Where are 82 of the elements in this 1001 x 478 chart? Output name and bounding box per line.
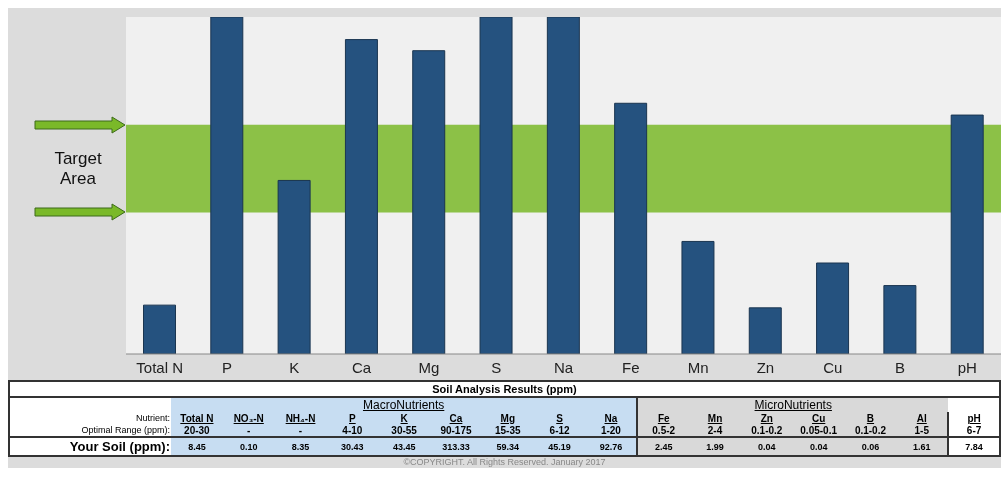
text: 0.04	[792, 437, 845, 456]
text: 1-5	[896, 424, 949, 437]
text: 1-20	[585, 424, 638, 437]
text: Zn	[740, 412, 793, 424]
text: 15-35	[481, 424, 534, 437]
bar	[210, 17, 244, 354]
text: 0.04	[740, 437, 793, 456]
bar	[412, 50, 446, 354]
text: 6-7	[948, 424, 1000, 437]
band-label: Target Area	[53, 148, 103, 189]
text: 30.43	[326, 437, 379, 456]
bar	[883, 285, 917, 354]
bar	[143, 304, 176, 354]
text: 313.33	[430, 437, 482, 456]
text: 2.45	[637, 437, 690, 456]
text: -	[274, 424, 327, 437]
x-tick-label: P	[221, 358, 232, 376]
text: Na	[585, 412, 638, 424]
bar	[344, 39, 378, 354]
bar	[479, 17, 513, 354]
text: -	[222, 424, 275, 437]
text: Mn	[689, 412, 741, 424]
x-tick-label: Cu	[823, 358, 843, 376]
bar	[748, 307, 782, 354]
text: 45.19	[533, 437, 586, 456]
bar	[614, 102, 648, 354]
text: Nutrient:	[135, 412, 171, 424]
x-tick-label: Na	[553, 358, 574, 376]
bar	[546, 17, 580, 354]
text: 20-30	[171, 424, 223, 437]
text: 59.34	[481, 437, 534, 456]
text: 7.84	[948, 437, 1000, 456]
text: Al	[896, 412, 949, 424]
bar	[277, 179, 311, 354]
text: Total N	[171, 412, 223, 424]
text: 1.61	[896, 437, 949, 456]
text: Mg	[481, 412, 534, 424]
text: 90-175	[430, 424, 482, 437]
x-tick-label: pH	[957, 358, 977, 376]
text: Soil Analysis Results (ppm)	[9, 381, 1000, 397]
text: 8.35	[274, 437, 327, 456]
text: 30-55	[378, 424, 431, 437]
text: Ca	[430, 412, 482, 424]
text: 43.45	[378, 437, 431, 456]
text: Optimal Range (ppm):	[80, 424, 171, 437]
bar	[681, 240, 715, 354]
bar	[950, 114, 984, 354]
text: 8.45	[171, 437, 223, 456]
text: Fe	[637, 412, 690, 424]
x-tick-label: Mn	[687, 358, 709, 376]
text: 0.05-0.1	[792, 424, 845, 437]
text: P	[326, 412, 379, 424]
text: 6-12	[533, 424, 586, 437]
x-tick-label: Total N	[136, 358, 183, 376]
text: NO₃-N	[222, 412, 275, 424]
text: 2-4	[689, 424, 741, 437]
text: 0.10	[222, 437, 275, 456]
text: K	[378, 412, 431, 424]
text: 0.5-2	[637, 424, 690, 437]
text: 0.1-0.2	[844, 424, 897, 437]
x-tick-label: Zn	[756, 358, 775, 376]
text: 92.76	[585, 437, 638, 456]
text: 4-10	[326, 424, 379, 437]
text: NH₄-N	[274, 412, 327, 424]
text: 0.06	[844, 437, 897, 456]
x-tick-label: S	[491, 358, 502, 376]
text: ©COPYRIGHT. All Rights Reserved. January 2017	[402, 457, 607, 468]
text: MacroNutrients	[171, 397, 638, 412]
text: pH	[948, 412, 1000, 424]
text: Cu	[792, 412, 845, 424]
text: B	[844, 412, 897, 424]
text: 0.1-0.2	[740, 424, 793, 437]
text: MicroNutrients	[637, 397, 949, 412]
x-tick-label: K	[289, 358, 300, 376]
x-tick-label: Fe	[622, 358, 640, 376]
x-tick-label: Mg	[418, 358, 440, 376]
text: 1.99	[689, 437, 741, 456]
bar	[816, 262, 850, 354]
x-tick-label: B	[895, 358, 906, 376]
x-tick-label: Ca	[351, 358, 372, 376]
text: S	[533, 412, 586, 424]
text: Your Soil (ppm):	[68, 438, 171, 456]
